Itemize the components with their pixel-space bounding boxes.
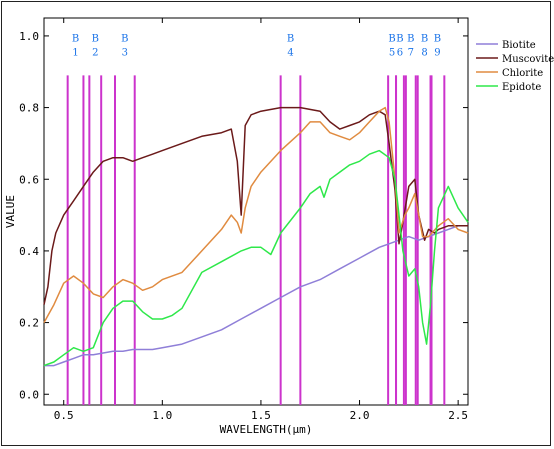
x-tick-label: 0.5 — [54, 409, 74, 422]
band-label: B — [72, 33, 79, 44]
y-tick-label: 0.2 — [19, 317, 39, 330]
band-number: 2 — [92, 48, 98, 59]
x-tick-label: 1.5 — [251, 409, 271, 422]
y-tick-label: 0.8 — [19, 102, 39, 115]
band-label: B — [434, 33, 441, 44]
band-number: 1 — [72, 48, 78, 59]
band-number: 3 — [122, 48, 128, 59]
series-line-biotite — [44, 225, 468, 367]
series-line-chlorite — [43, 106, 469, 323]
y-tick-label: 1.0 — [19, 30, 39, 43]
y-tick-label: 0.4 — [19, 245, 39, 258]
plot-area-border — [43, 17, 469, 406]
y-axis-label: VALUE — [4, 195, 17, 228]
x-tick-label: 1.0 — [152, 409, 172, 422]
band-label: B — [92, 33, 99, 44]
band-number: 7 — [408, 48, 414, 59]
band-label: B — [121, 33, 128, 44]
band-number: 4 — [287, 48, 293, 59]
series-line-muscovite — [43, 106, 468, 305]
band-label: B — [388, 33, 395, 44]
band-label: B — [407, 33, 414, 44]
x-axis-label: WAVELENGTH(μm) — [220, 423, 313, 436]
legend-entry-chlorite: Chlorite — [502, 68, 543, 79]
legend-entry-biotite: Biotite — [502, 40, 536, 51]
series-line-epidote — [43, 149, 469, 367]
x-tick-label: 2.0 — [350, 409, 370, 422]
legend-entry-epidote: Epidote — [502, 82, 541, 93]
band-label: B — [421, 33, 428, 44]
y-tick-label: 0.6 — [19, 173, 39, 186]
band-label: B — [396, 33, 403, 44]
y-tick-label: 0.0 — [19, 388, 39, 401]
band-number: 6 — [397, 48, 403, 59]
band-number: 9 — [434, 48, 440, 59]
band-number: 8 — [421, 48, 427, 59]
x-tick-label: 2.5 — [448, 409, 468, 422]
legend-entry-muscovite: Muscovite — [502, 54, 554, 65]
band-label: B — [287, 33, 294, 44]
band-number: 5 — [389, 48, 395, 59]
